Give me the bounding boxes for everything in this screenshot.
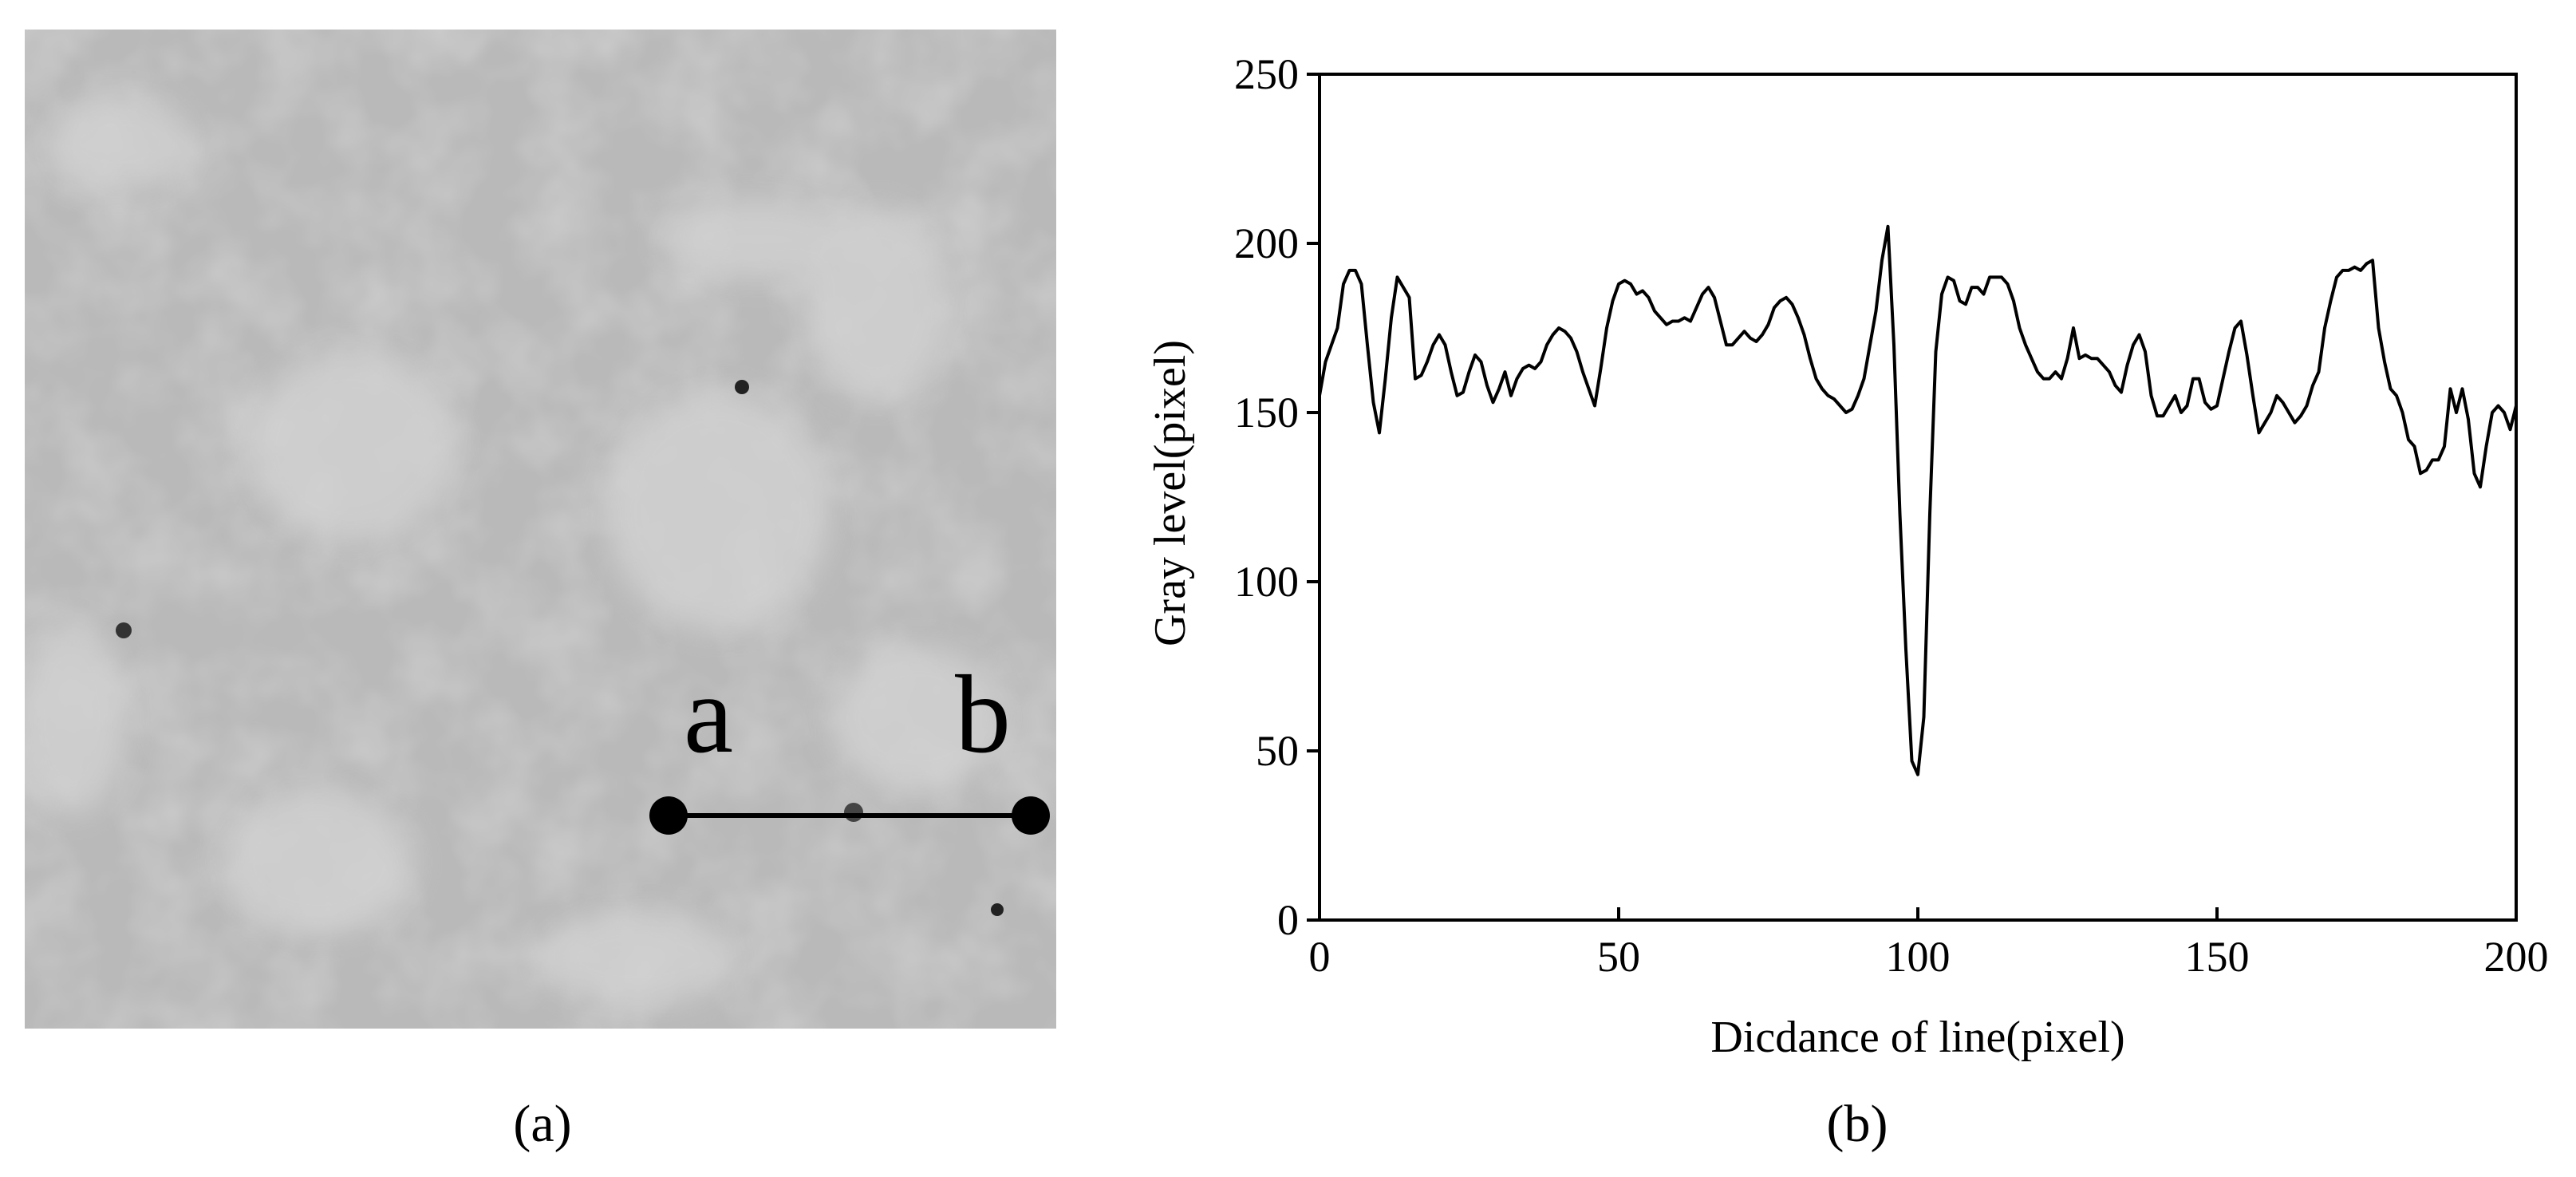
y-tick-label: 200 [1234, 219, 1299, 267]
y-tick-label: 150 [1234, 389, 1299, 436]
x-tick-label: 0 [1309, 933, 1331, 981]
y-axis-label: Gray level(pixel) [1146, 340, 1195, 646]
x-axis-label: Dicdance of line(pixel) [1710, 1013, 2124, 1062]
plot-frame [1318, 73, 2518, 922]
y-tick-label: 250 [1234, 50, 1299, 98]
caption: (a) [513, 1095, 571, 1153]
point-label: b [955, 653, 1011, 776]
point-label: a [684, 653, 733, 776]
y-tick-label: 100 [1234, 558, 1299, 606]
x-tick-label: 50 [1597, 933, 1640, 981]
x-tick-label: 100 [1886, 933, 1951, 981]
micrograph [25, 30, 1056, 1029]
x-tick-label: 200 [2484, 933, 2549, 981]
y-tick-label: 0 [1277, 896, 1299, 944]
caption: (b) [1827, 1095, 1888, 1153]
y-tick-label: 50 [1256, 727, 1299, 775]
x-tick-label: 150 [2185, 933, 2250, 981]
data-line [1318, 224, 2518, 776]
